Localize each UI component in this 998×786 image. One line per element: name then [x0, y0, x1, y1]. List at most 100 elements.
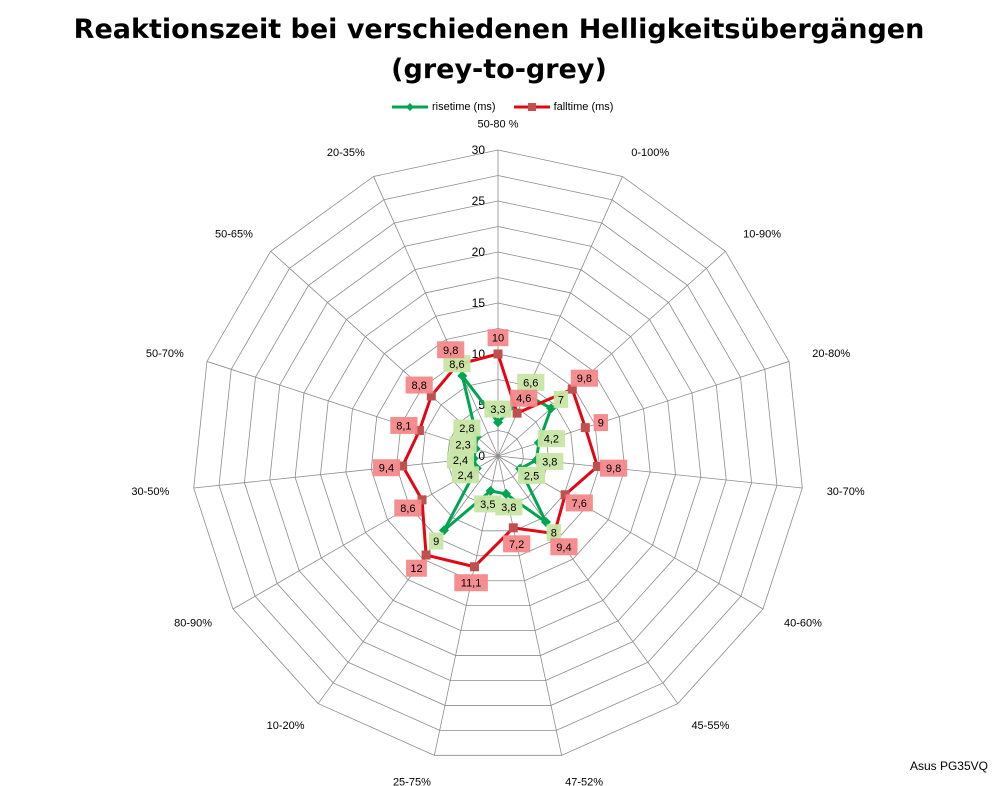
- category-label: 20-80%: [812, 348, 850, 360]
- category-label: 50-65%: [215, 229, 253, 241]
- risetime-data-label: 2,4: [458, 470, 473, 482]
- category-label: 80-90%: [174, 617, 212, 629]
- risetime-point: [485, 485, 496, 496]
- grid-spoke: [373, 176, 499, 457]
- legend-item-falltime: falltime (ms): [513, 101, 614, 113]
- risetime-data-label-bg: [484, 400, 512, 418]
- category-label: 20-35%: [327, 147, 365, 159]
- footer-label: Asus PG35VQ: [909, 759, 988, 773]
- category-label: 10-20%: [267, 720, 305, 732]
- grid-ring: [243, 200, 753, 706]
- risetime-data-label-bg: [443, 355, 471, 373]
- radial-tick-label: 5: [478, 398, 485, 412]
- falltime-data-label-bg: [600, 459, 628, 477]
- falltime-data-label-bg: [565, 494, 593, 512]
- risetime-data-label: 2,4: [453, 455, 468, 467]
- category-label: 10-90%: [743, 229, 781, 241]
- radial-tick-label: 15: [472, 296, 486, 310]
- risetime-data-label-bg: [517, 466, 546, 484]
- grid-spoke: [497, 455, 679, 704]
- falltime-data-label: 9,8: [577, 373, 592, 385]
- grid-ring: [345, 302, 651, 607]
- falltime-data-label: 9: [598, 418, 604, 430]
- falltime-data-label: 11,1: [461, 578, 482, 590]
- falltime-data-label-bg: [437, 341, 465, 359]
- falltime-data-label: 10: [492, 333, 504, 345]
- falltime-data-label-bg: [503, 535, 531, 553]
- series-line-falltime: [401, 352, 599, 569]
- falltime-data-label: 8,1: [396, 420, 411, 432]
- category-label: 30-70%: [827, 486, 865, 498]
- legend-swatch-falltime-icon: [513, 103, 550, 111]
- category-label: 40-60%: [784, 617, 822, 629]
- risetime-data-label: 2,8: [459, 423, 474, 435]
- risetime-data-label: 8: [551, 528, 557, 540]
- risetime-data-label: 6,6: [523, 377, 538, 389]
- falltime-point: [560, 490, 570, 500]
- risetime-data-label: 3,5: [480, 499, 495, 511]
- risetime-data-label-bg: [536, 452, 564, 470]
- falltime-data-label-bg: [454, 574, 488, 592]
- falltime-data-label-bg: [372, 459, 401, 477]
- falltime-point: [426, 391, 436, 401]
- falltime-data-label: 8,6: [400, 503, 415, 515]
- falltime-point: [398, 461, 408, 471]
- category-label: 50-80 %: [478, 118, 519, 130]
- falltime-data-label: 8,8: [412, 380, 427, 392]
- radial-tick-label: 25: [472, 194, 486, 208]
- risetime-data-label: 2,3: [455, 440, 470, 452]
- falltime-point: [592, 461, 602, 471]
- risetime-point: [501, 488, 512, 499]
- risetime-data-label: 9: [433, 536, 439, 548]
- risetime-data-label: 4,2: [544, 434, 559, 446]
- category-label: 45-55%: [691, 720, 729, 732]
- legend-label-falltime: falltime (ms): [553, 101, 614, 113]
- falltime-data-label-bg: [405, 376, 433, 394]
- falltime-data-label: 7,2: [509, 539, 524, 551]
- risetime-data-label: 3,8: [501, 502, 516, 514]
- falltime-point: [421, 550, 431, 560]
- falltime-data-label-bg: [487, 329, 509, 347]
- falltime-data-label-bg: [593, 414, 609, 432]
- legend-item-risetime: risetime (ms): [392, 101, 496, 113]
- risetime-point: [493, 417, 503, 428]
- risetime-data-label: 3,3: [490, 404, 505, 416]
- category-label: 0-100%: [631, 147, 669, 159]
- chart-legend: risetime (ms) falltime (ms): [392, 101, 631, 113]
- falltime-data-label: 9,4: [379, 463, 394, 475]
- falltime-data-label: 12: [410, 563, 422, 575]
- grid-ring: [218, 175, 778, 731]
- risetime-data-label-bg: [449, 436, 477, 454]
- risetime-data-label: 8,6: [449, 359, 464, 371]
- grid-spoke: [317, 455, 499, 704]
- falltime-data-label-bg: [394, 499, 422, 517]
- legend-swatch-risetime-icon: [392, 103, 428, 111]
- falltime-point: [508, 523, 518, 533]
- grid-ring: [320, 277, 676, 631]
- category-label: 50-70%: [146, 348, 184, 360]
- risetime-data-label: 7: [558, 394, 564, 406]
- falltime-data-label: 9,8: [443, 345, 458, 357]
- falltime-point: [493, 349, 503, 359]
- category-label: 47-52%: [565, 776, 603, 786]
- falltime-point: [512, 408, 522, 418]
- risetime-data-label-bg: [429, 532, 444, 550]
- chart-title-line-1: Reaktionszeit bei verschiedenen Helligke…: [73, 14, 925, 45]
- falltime-data-label-bg: [550, 538, 578, 556]
- falltime-data-label-bg: [510, 389, 538, 407]
- falltime-data-label: 7,6: [572, 498, 587, 510]
- falltime-point: [417, 495, 427, 505]
- radial-tick-label: 0: [478, 449, 485, 463]
- chart-title: Reaktionszeit bei verschiedenen Helligke…: [0, 10, 998, 90]
- risetime-data-label-bg: [446, 451, 475, 469]
- risetime-point: [457, 370, 468, 381]
- risetime-data-label: 2,5: [524, 470, 539, 482]
- falltime-data-label: 9,8: [606, 463, 621, 475]
- falltime-data-label-bg: [406, 559, 427, 577]
- risetime-data-label-bg: [537, 430, 565, 448]
- falltime-point: [469, 562, 479, 572]
- falltime-data-label: 9,4: [556, 542, 571, 554]
- risetime-data-label-bg: [453, 419, 481, 437]
- grid-ring: [294, 251, 702, 656]
